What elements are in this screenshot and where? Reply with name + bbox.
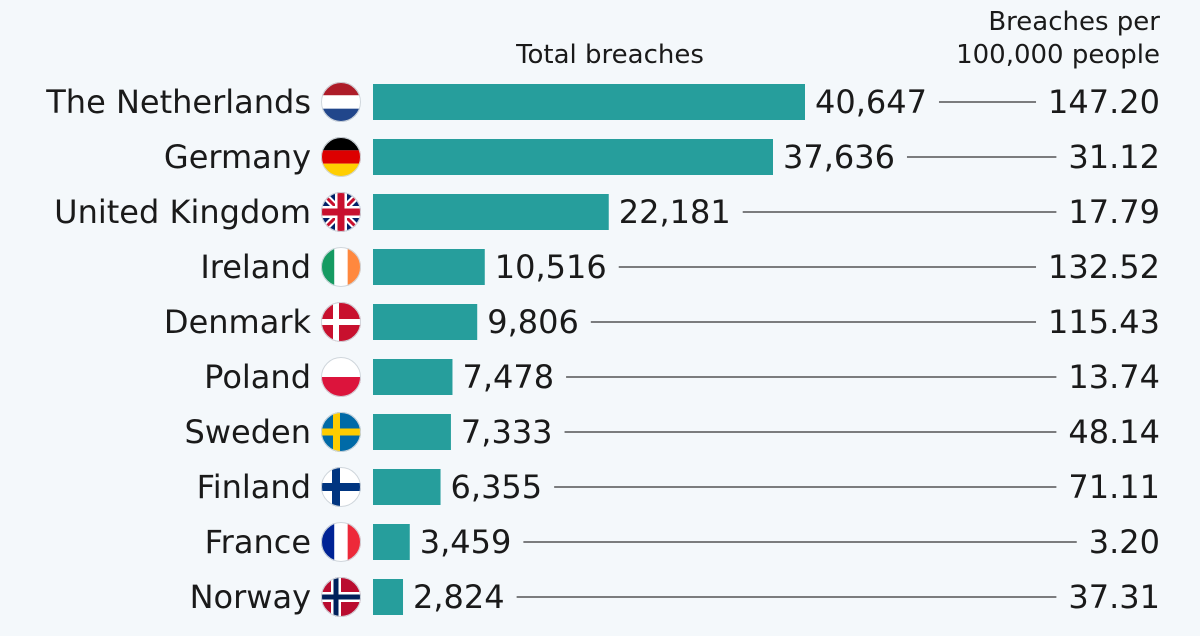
netherlands-flag-icon: [321, 82, 361, 122]
rate-label: 147.20: [1048, 83, 1160, 121]
value-label: 7,478: [462, 358, 554, 396]
value-label: 7,333: [461, 413, 553, 451]
rate-header-line2: 100,000 people: [956, 40, 1160, 70]
rate-label: 132.52: [1048, 248, 1160, 286]
rate-label: 48.14: [1068, 413, 1160, 451]
rate-label: 37.31: [1068, 578, 1160, 616]
category-label: Finland: [197, 468, 311, 506]
category-label: Sweden: [185, 413, 311, 451]
ireland-flag-icon: [321, 247, 361, 287]
rate-header-line1: Breaches per: [988, 7, 1160, 37]
bar: [373, 84, 805, 120]
rate-label: 17.79: [1068, 193, 1160, 231]
category-label: United Kingdom: [54, 193, 311, 231]
bar: [373, 469, 441, 505]
value-label: 10,516: [495, 248, 607, 286]
total-breaches-header: Total breaches: [515, 40, 704, 70]
rate-label: 31.12: [1068, 138, 1160, 176]
category-label: Ireland: [200, 248, 311, 286]
bar: [373, 194, 609, 230]
value-label: 3,459: [420, 523, 512, 561]
poland-flag-icon: [321, 357, 361, 397]
rate-label: 13.74: [1068, 358, 1160, 396]
bar: [373, 414, 451, 450]
rate-label: 71.11: [1068, 468, 1160, 506]
category-label: Poland: [204, 358, 311, 396]
norway-flag-icon: [321, 577, 361, 617]
bar: [373, 139, 773, 175]
rate-label: 3.20: [1089, 523, 1160, 561]
value-label: 2,824: [413, 578, 505, 616]
category-label: The Netherlands: [45, 83, 311, 121]
france-flag-icon: [321, 522, 361, 562]
value-label: 40,647: [815, 83, 927, 121]
united-kingdom-flag-icon: [321, 192, 361, 232]
germany-flag-icon: [321, 137, 361, 177]
category-label: Denmark: [164, 303, 312, 341]
category-label: France: [205, 523, 311, 561]
bar: [373, 524, 410, 560]
value-label: 9,806: [487, 303, 579, 341]
bar: [373, 304, 478, 340]
bar: [373, 579, 404, 615]
bar: [373, 359, 453, 395]
finland-flag-icon: [321, 467, 361, 507]
value-label: 6,355: [451, 468, 543, 506]
bar: [373, 249, 485, 285]
category-label: Germany: [164, 138, 311, 176]
sweden-flag-icon: [321, 412, 361, 452]
value-label: 22,181: [619, 193, 731, 231]
rate-label: 115.43: [1048, 303, 1160, 341]
category-label: Norway: [190, 578, 311, 616]
value-label: 37,636: [783, 138, 895, 176]
denmark-flag-icon: [321, 302, 361, 342]
